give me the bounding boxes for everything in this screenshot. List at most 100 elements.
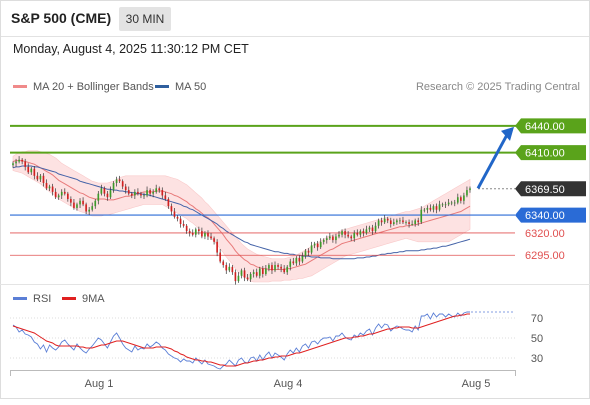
candle-body	[298, 257, 301, 262]
candle-body	[450, 202, 453, 204]
candle-body	[127, 190, 130, 194]
datetime-stamp: Monday, August 4, 2025 11:30:12 PM CET	[13, 42, 249, 56]
candle-body	[24, 161, 27, 167]
candle-body	[435, 206, 438, 210]
candle-body	[170, 206, 173, 212]
candle-body	[109, 190, 112, 198]
candle-body	[438, 204, 441, 210]
candle-body	[280, 266, 282, 269]
candle-body	[423, 209, 426, 211]
rsi-pane: 70 50 30	[10, 311, 543, 370]
level-tag-pivot	[515, 207, 586, 223]
candle-body	[100, 188, 103, 194]
level-tag-target	[515, 118, 586, 134]
legend-label-rsi: RSI	[33, 293, 51, 305]
projection-arrow-shaft	[476, 134, 509, 190]
projection-arrow-head	[501, 126, 514, 141]
candle-body	[54, 191, 57, 198]
candle-body	[12, 163, 14, 166]
candle-body	[402, 220, 404, 223]
candle-body	[124, 186, 127, 191]
candle-body	[444, 204, 447, 206]
candle-body	[42, 175, 45, 183]
candle-body	[295, 257, 298, 264]
candle-body	[118, 179, 121, 182]
candle-body	[234, 272, 237, 282]
ma20-line	[12, 160, 471, 270]
legend-swatch-ma20	[13, 85, 27, 88]
candle-body	[362, 231, 365, 233]
candle-body	[460, 197, 462, 201]
candle-body	[322, 240, 325, 242]
candle-body	[185, 225, 188, 232]
level-tag-last	[515, 181, 586, 197]
candle-body	[453, 202, 456, 204]
candle-body	[292, 261, 295, 264]
candle-body	[106, 193, 109, 198]
instrument-title: S&P 500 (CME)	[11, 10, 111, 26]
candle-body	[374, 225, 377, 232]
candle-body	[325, 238, 328, 241]
x-tick-label: Aug 5	[462, 378, 491, 390]
candle-body	[249, 273, 252, 280]
candle-body	[380, 220, 383, 223]
legend-label-ma20: MA 20 + Bollinger Bands	[33, 81, 154, 93]
candle-body	[432, 206, 435, 210]
candle-body	[76, 204, 78, 208]
candle-body	[207, 232, 209, 237]
candle-body	[371, 227, 374, 232]
candle-body	[258, 268, 261, 276]
candle-body	[429, 207, 432, 210]
candle-body	[411, 224, 413, 225]
candle-body	[137, 191, 139, 194]
legend-label-ma50: MA 50	[175, 81, 206, 93]
candle-body	[277, 265, 279, 267]
candle-body	[274, 265, 276, 271]
candle-body	[57, 195, 60, 198]
candle-body	[329, 236, 331, 239]
candle-body	[51, 186, 54, 192]
candle-body	[313, 243, 316, 246]
candle-body	[167, 199, 170, 207]
candle-body	[213, 238, 215, 242]
candle-body	[255, 272, 258, 276]
candle-body	[134, 191, 136, 196]
candle-body	[130, 193, 133, 196]
x-tick-label: Aug 4	[274, 378, 303, 390]
candle-body	[350, 236, 353, 239]
level-label-last: 6369.50	[525, 184, 565, 196]
candle-body	[198, 229, 200, 232]
candle-body	[164, 195, 167, 200]
legend-swatch-9ma	[62, 297, 76, 300]
candle-body	[252, 272, 255, 274]
bollinger-band	[12, 150, 471, 283]
rsi-tick-label: 30	[531, 353, 543, 365]
candle-body	[420, 209, 423, 223]
candle-body	[158, 188, 161, 191]
candle-body	[149, 190, 151, 194]
legend-label-9ma: 9MA	[82, 293, 105, 305]
candle-body	[115, 179, 118, 183]
candle-body	[319, 241, 322, 248]
candle-body	[405, 222, 407, 224]
candle-body	[210, 236, 212, 239]
legend-swatch-rsi	[13, 297, 27, 300]
candle-body	[222, 261, 225, 266]
candle-body	[85, 204, 87, 212]
rsi-line	[12, 311, 470, 370]
candle-body	[216, 241, 218, 253]
candle-body	[36, 175, 39, 180]
candle-body	[176, 216, 179, 219]
candle-body	[112, 182, 115, 191]
timeframe-badge[interactable]	[119, 7, 171, 31]
ma50-line	[12, 165, 471, 260]
candle-body	[182, 224, 185, 226]
candle-body	[228, 266, 231, 271]
rsi-ma9-line	[12, 313, 470, 367]
candle-body	[399, 220, 401, 222]
level-label-pivot: 6340.00	[525, 210, 565, 222]
candle-body	[338, 234, 340, 237]
candle-body	[30, 168, 33, 173]
